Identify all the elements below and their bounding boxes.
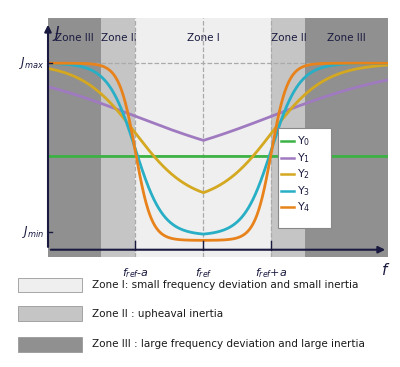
Text: Zone III: Zone III <box>55 33 94 43</box>
Text: Zone III : large frequency deviation and large inertia: Zone III : large frequency deviation and… <box>92 339 365 349</box>
Text: Zone I: small frequency deviation and small inertia: Zone I: small frequency deviation and sm… <box>92 280 358 290</box>
Text: Y$_4$: Y$_4$ <box>297 200 311 214</box>
Text: Zone II: Zone II <box>100 33 136 43</box>
Bar <box>102 18 136 257</box>
Text: Zone II: Zone II <box>270 33 306 43</box>
FancyBboxPatch shape <box>278 128 331 228</box>
Text: Zone II : upheaval inertia: Zone II : upheaval inertia <box>92 309 223 319</box>
Bar <box>136 18 272 257</box>
Text: Y$_1$: Y$_1$ <box>297 151 310 165</box>
Text: Y$_0$: Y$_0$ <box>297 134 310 148</box>
Text: Y$_2$: Y$_2$ <box>297 167 310 181</box>
Text: $J_{min}$: $J_{min}$ <box>22 224 44 240</box>
Text: Zone I: Zone I <box>187 33 220 43</box>
Text: $J_{max}$: $J_{max}$ <box>19 55 44 71</box>
Text: $f_{ref}$-$a$: $f_{ref}$-$a$ <box>122 266 149 280</box>
FancyBboxPatch shape <box>18 337 82 352</box>
Text: $f_{ref}$+$a$: $f_{ref}$+$a$ <box>255 266 288 280</box>
FancyBboxPatch shape <box>18 306 82 321</box>
Text: Y$_3$: Y$_3$ <box>297 184 310 197</box>
Bar <box>48 18 102 257</box>
Text: $J$: $J$ <box>52 24 60 43</box>
Text: Zone III: Zone III <box>327 33 366 43</box>
Text: $f$: $f$ <box>381 262 390 278</box>
Bar <box>272 18 306 257</box>
Text: $f_{ref}$: $f_{ref}$ <box>195 266 212 280</box>
Bar <box>306 18 388 257</box>
FancyBboxPatch shape <box>18 277 82 292</box>
